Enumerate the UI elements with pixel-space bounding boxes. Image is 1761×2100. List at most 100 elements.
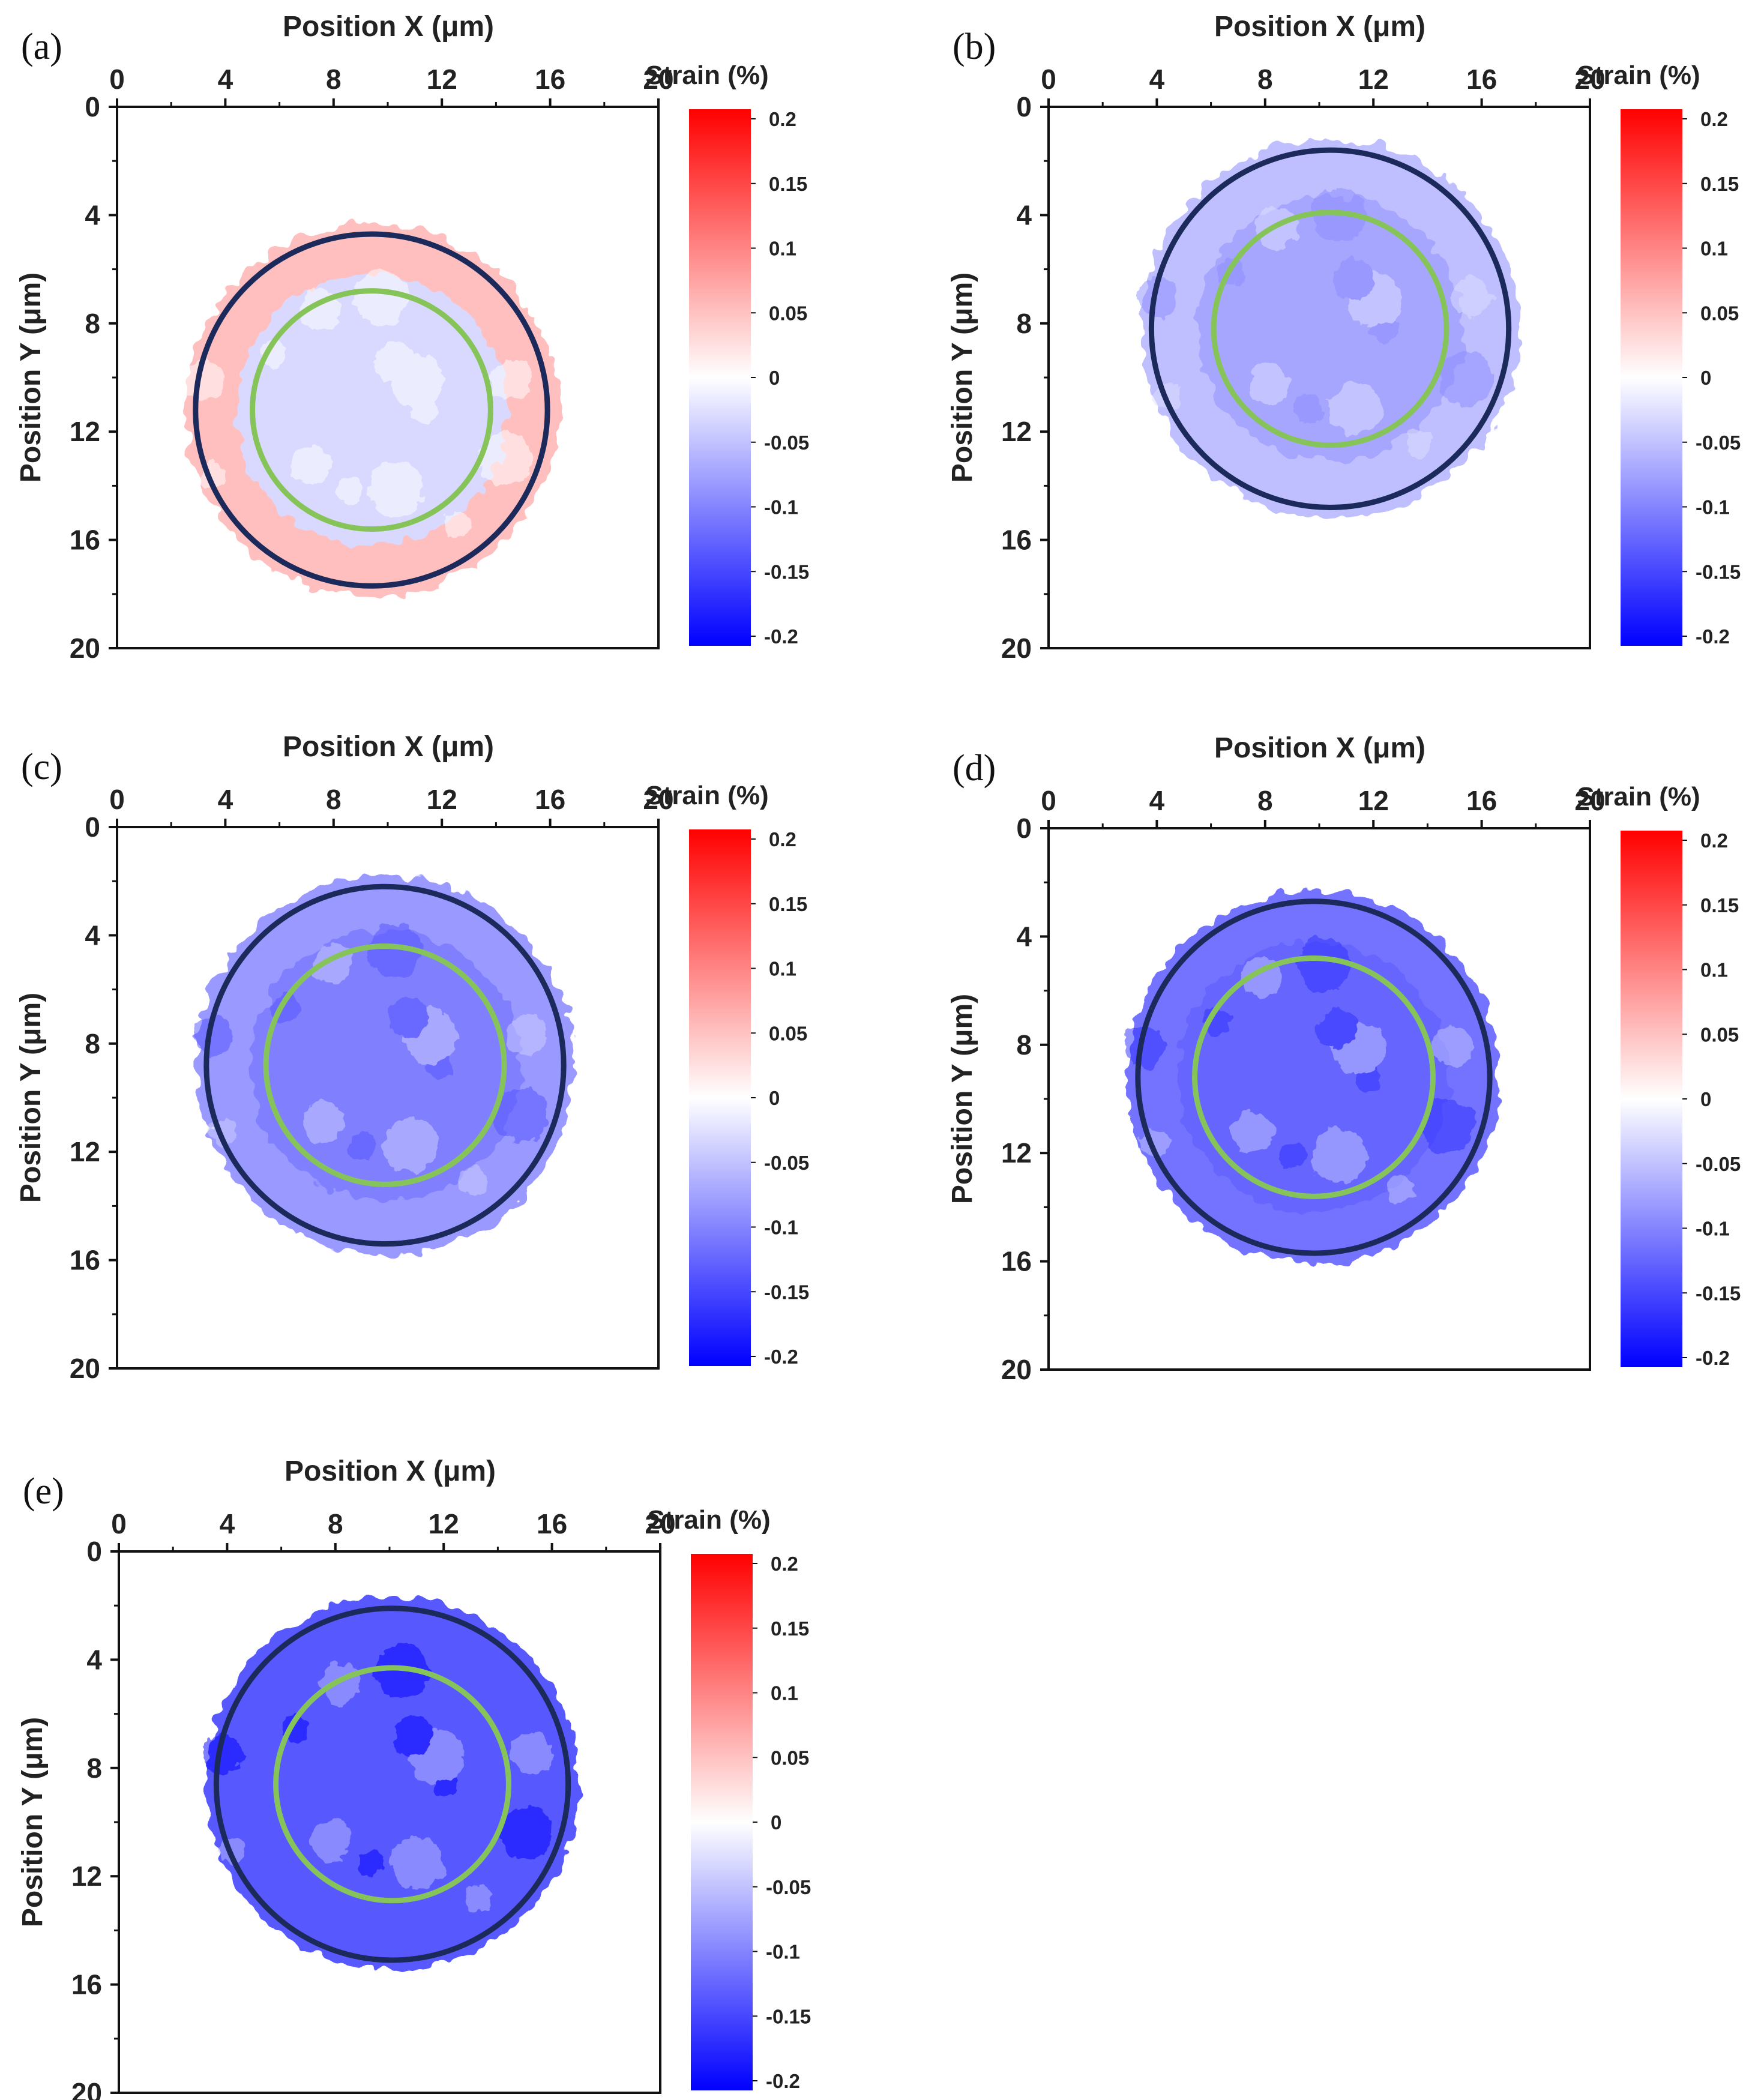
- panel-2: (c) Position X (μm) Position Y (μm) 0 4 8 12 16…: [15, 731, 809, 1384]
- x-tick-label: 0: [109, 64, 125, 95]
- y-axis-title: Position Y (μm): [947, 272, 978, 483]
- colorbar-title: Strain (%): [645, 61, 768, 90]
- y-tick-label: 12: [1001, 416, 1032, 447]
- y-axis-title: Position Y (μm): [15, 272, 47, 483]
- panel-label: (c): [21, 747, 62, 787]
- strain-spot: [303, 1101, 344, 1143]
- y-tick-label: 16: [1001, 525, 1032, 556]
- colorbar-tick-label: 0.05: [1700, 302, 1739, 324]
- y-tick-label: 16: [1001, 1246, 1032, 1277]
- colorbar-tick-label: 0.15: [1700, 173, 1739, 195]
- x-tick-label: 20: [643, 64, 673, 95]
- outer-circle: [203, 883, 567, 1247]
- strain-spot: [465, 1883, 493, 1911]
- colorbar-tick-label: 0.2: [771, 1553, 798, 1575]
- panel-label: (a): [21, 26, 62, 67]
- strain-spot: [349, 1133, 377, 1160]
- strain-spot: [1332, 260, 1373, 301]
- x-tick-label: 8: [326, 64, 342, 95]
- colorbar-tick-label: 0.2: [769, 828, 796, 850]
- colorbar-tick-label: 0: [769, 367, 780, 389]
- strain-spot: [1316, 1009, 1357, 1050]
- strain-spot: [1203, 1007, 1230, 1035]
- x-axis-title: Position X (μm): [284, 1455, 496, 1487]
- x-tick-label: 4: [1149, 785, 1165, 816]
- strain-heatmap: [184, 223, 559, 597]
- strain-spot: [260, 340, 288, 367]
- y-tick-label: 20: [1001, 1354, 1032, 1385]
- outer-circle: [213, 1605, 571, 1963]
- colorbar-tick-label: -0.15: [1696, 561, 1741, 583]
- colorbar-tick-label: 0: [1700, 1088, 1711, 1110]
- strain-spot: [192, 1014, 233, 1055]
- y-tick-label: 16: [70, 1245, 100, 1276]
- y-tick-label: 0: [85, 91, 100, 122]
- colorbar: [689, 829, 751, 1366]
- colorbar-tick-label: 0.15: [769, 893, 807, 915]
- colorbar-title: Strain (%): [647, 1505, 770, 1535]
- colorbar: [1621, 109, 1682, 646]
- x-tick-label: 12: [427, 784, 457, 815]
- x-tick-label: 8: [328, 1508, 343, 1539]
- strain-spot: [1420, 1099, 1475, 1154]
- colorbar-tick-label: 0.2: [1700, 108, 1728, 130]
- colorbar-tick-label: -0.15: [1696, 1282, 1741, 1304]
- y-tick-label: 0: [86, 1536, 102, 1567]
- colorbar-tick-label: -0.1: [764, 496, 798, 519]
- x-tick-label: 0: [111, 1508, 127, 1539]
- strain-spot: [357, 1850, 385, 1878]
- strain-spot: [1232, 1113, 1274, 1154]
- colorbar-tick-label: -0.2: [764, 1346, 798, 1368]
- colorbar-tick-label: 0.1: [769, 958, 796, 980]
- strain-spot: [499, 1806, 553, 1861]
- strain-spot: [1278, 1143, 1306, 1171]
- colorbar-tick-label: 0.1: [769, 238, 796, 260]
- colorbar-tick-label: 0.1: [1700, 959, 1728, 981]
- strain-spot: [320, 1664, 361, 1705]
- strain-spot: [1451, 277, 1492, 318]
- strain-spot: [1386, 1176, 1414, 1204]
- colorbar: [689, 109, 751, 646]
- x-tick-label: 16: [1466, 785, 1497, 816]
- x-tick-label: 16: [535, 64, 565, 95]
- x-tick-label: 20: [643, 784, 673, 815]
- strain-spot: [181, 360, 222, 400]
- y-tick-label: 20: [71, 2077, 102, 2100]
- x-tick-label: 20: [1574, 785, 1605, 816]
- colorbar-tick-label: -0.05: [766, 1876, 811, 1898]
- panel-0: (a) Position X (μm) Position Y (μm) 0 4 8 12 16…: [15, 11, 809, 664]
- strain-spot: [202, 1733, 243, 1775]
- panel-3: (d) Position X (μm) Position Y (μm) 0 4 8 12 16…: [947, 732, 1741, 1385]
- strain-spot: [311, 1820, 352, 1861]
- colorbar-tick-label: -0.15: [764, 561, 809, 583]
- y-tick-label: 12: [71, 1861, 102, 1892]
- colorbar-tick-label: 0.1: [1700, 238, 1728, 260]
- strain-texture: [1124, 937, 1475, 1204]
- colorbar-tick-label: -0.05: [764, 1152, 809, 1174]
- colorbar-tick-label: -0.05: [1696, 432, 1741, 454]
- x-axis-title: Position X (μm): [1214, 11, 1425, 43]
- y-tick-label: 0: [1016, 813, 1032, 844]
- strain-spot: [354, 271, 409, 325]
- x-tick-label: 20: [645, 1508, 675, 1539]
- colorbar-tick-label: -0.2: [766, 2070, 800, 2092]
- colorbar-tick-label: 0.2: [1700, 829, 1728, 852]
- colorbar: [1621, 831, 1682, 1367]
- x-tick-label: 0: [1041, 64, 1056, 95]
- strain-spot: [1124, 1027, 1164, 1068]
- colorbar-tick-label: -0.1: [764, 1217, 798, 1239]
- colorbar-tick-label: 0.05: [1700, 1023, 1739, 1045]
- strain-spot: [506, 1014, 547, 1055]
- y-tick-label: 12: [70, 1136, 100, 1167]
- panel-label: (b): [953, 26, 996, 67]
- y-tick-label: 4: [85, 199, 100, 230]
- strain-spot: [1295, 396, 1322, 424]
- x-tick-label: 12: [429, 1508, 459, 1539]
- inner-circle: [273, 1665, 511, 1904]
- colorbar-tick-label: 0.15: [769, 173, 807, 195]
- strain-spot: [1137, 278, 1178, 319]
- colorbar-tick-label: -0.1: [766, 1941, 800, 1963]
- y-axis-title: Position Y (μm): [947, 994, 978, 1204]
- strain-spot: [478, 432, 533, 486]
- colorbar-tick-label: 0.05: [769, 1022, 807, 1044]
